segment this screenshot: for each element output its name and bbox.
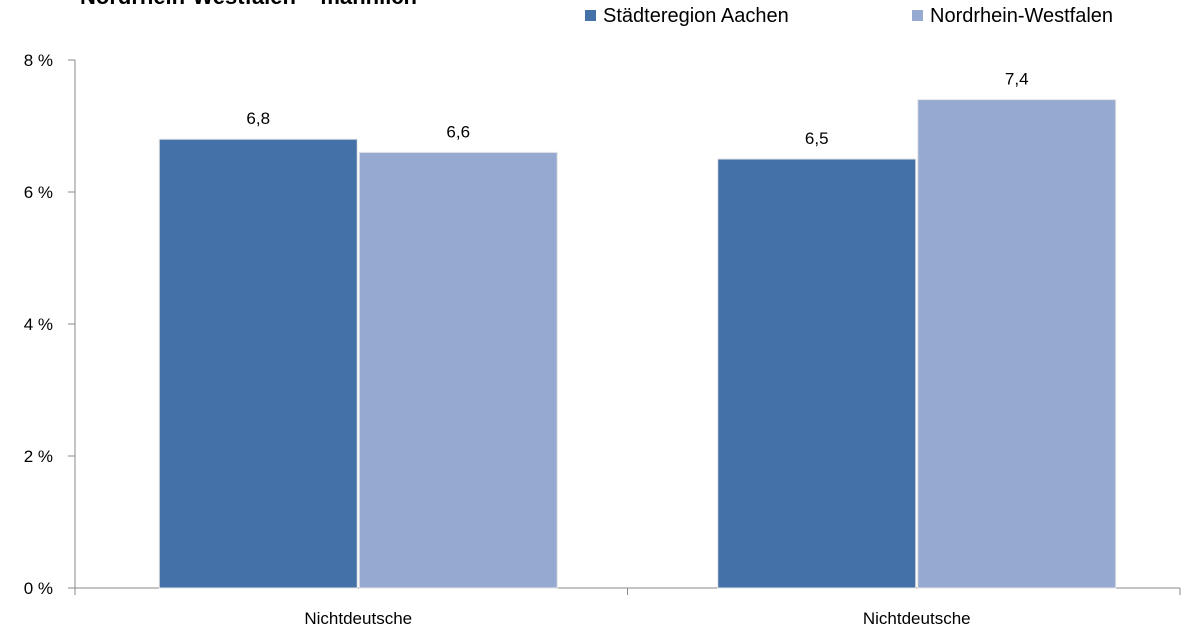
legend-swatch	[585, 10, 596, 21]
legend-label: Nordrhein-Westfalen	[930, 5, 1113, 27]
y-tick-label: 6 %	[24, 183, 53, 202]
y-tick-label: 2 %	[24, 447, 53, 466]
value-label: 7,4	[1005, 70, 1029, 89]
value-label: 6,5	[805, 129, 829, 148]
legend-label: Städteregion Aachen	[603, 5, 789, 27]
y-tick-label: 4 %	[24, 315, 53, 334]
chart-title: Nordrhein-Westfalen – männlich	[80, 0, 417, 9]
x-tick-label: Nichtdeutsche	[863, 609, 971, 628]
bar	[158, 138, 358, 589]
x-tick-label: Nichtdeutsche	[304, 609, 412, 628]
value-label: 6,8	[246, 109, 270, 128]
y-tick-label: 8 %	[24, 51, 53, 70]
y-tick-label: 0 %	[24, 579, 53, 598]
value-label: 6,6	[446, 122, 470, 141]
bar	[717, 158, 917, 589]
legend-swatch	[912, 10, 923, 21]
bar	[358, 151, 558, 589]
bar	[917, 99, 1117, 589]
